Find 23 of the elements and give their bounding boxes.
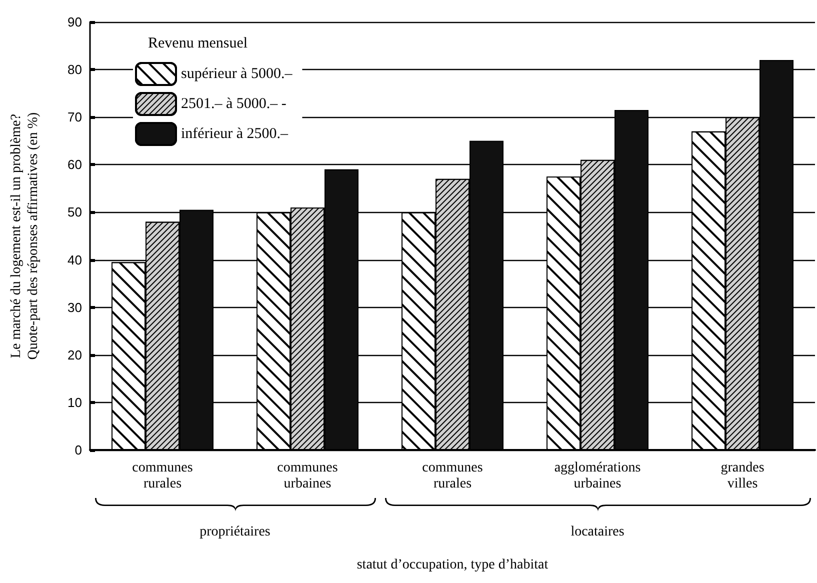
y-tick-label: 40: [68, 252, 82, 268]
legend-label: inférieur à 2500.–: [181, 126, 289, 142]
legend-label: 2501.– à 5000.– -: [181, 96, 286, 112]
x-tick-label: communes rurales: [422, 460, 483, 492]
y-tick-label: 60: [68, 157, 82, 172]
legend-label: supérieur à 5000.–: [181, 66, 293, 82]
y-tick-label: 70: [68, 110, 82, 125]
x-tick-label: grandes villes: [720, 460, 764, 492]
y-tick-label: 0: [74, 442, 82, 458]
x-axis-title: statut d’occupation, type d’habitat: [356, 558, 548, 572]
y-tick-label: 30: [68, 300, 82, 315]
legend-title: Revenu mensuel: [148, 36, 248, 52]
x-tick-label: agglomérations urbaines: [554, 460, 641, 492]
text: locataires: [570, 524, 624, 540]
y-tick-label: 20: [68, 347, 82, 362]
y-tick-label: 10: [68, 394, 82, 410]
x-tick-label: communes rurales: [132, 460, 193, 492]
x-tick-label: communes urbaines: [277, 460, 338, 492]
text: propriétaires: [200, 524, 270, 540]
y-tick-label: 90: [68, 14, 82, 30]
y-axis-title: Le marché du logement est-il un problème? Quote-part des réponses affirmatives (en %): [9, 112, 41, 360]
y-tick-label: 50: [68, 204, 82, 220]
y-tick-label: 80: [68, 62, 82, 78]
